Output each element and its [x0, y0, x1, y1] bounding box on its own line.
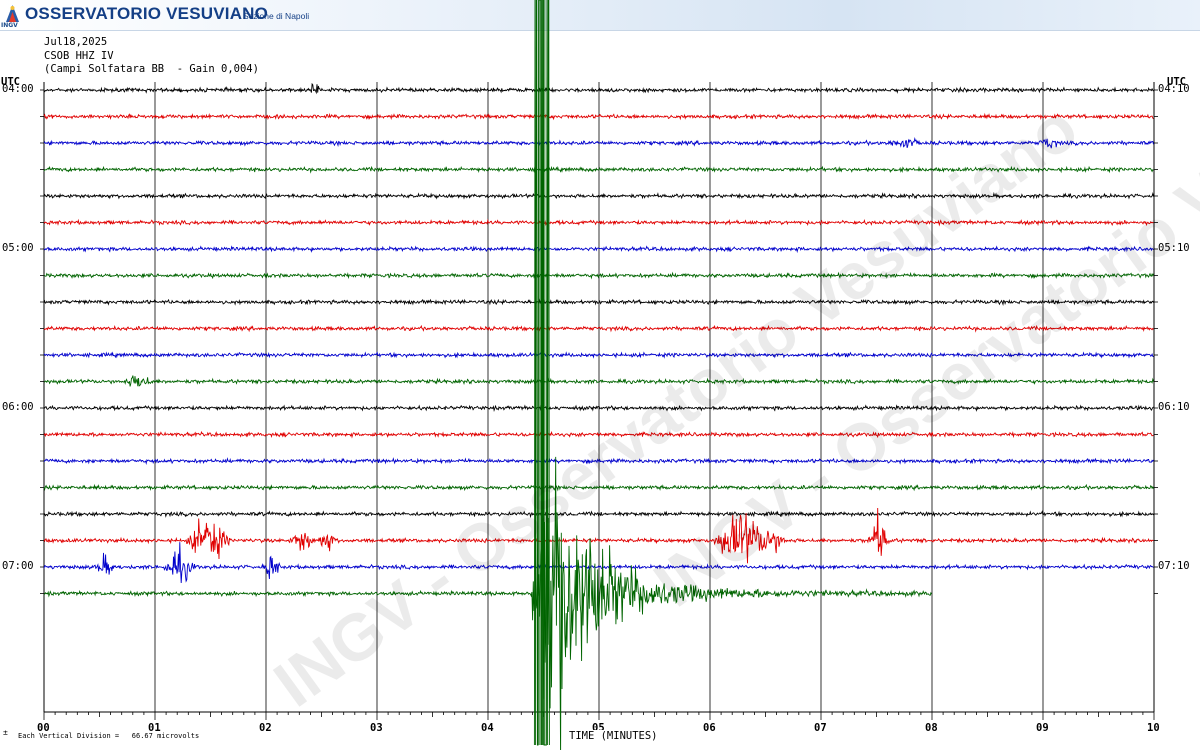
main-event-fill [538, 0, 546, 745]
x-axis-title: TIME (MINUTES) [568, 730, 659, 742]
seismic-trace [43, 298, 1154, 307]
hour-label-right: 04:10 [1158, 83, 1190, 95]
utc-label-right: UTC [1167, 76, 1186, 88]
seismic-trace [43, 245, 1154, 254]
hour-label-left: 04:00 [2, 83, 34, 95]
seismic-trace [43, 271, 1154, 280]
hour-label-right: 07:10 [1158, 560, 1190, 572]
header-bar: INGV OSSERVATORIO VESUVIANO Sezione di N… [0, 0, 1200, 31]
seismic-trace [43, 375, 1154, 387]
hour-label-left: 06:00 [2, 401, 34, 413]
seismic-trace [43, 404, 1154, 412]
corner-mark: ± [3, 728, 8, 737]
ingv-logo-icon [6, 5, 19, 22]
seismic-trace [43, 112, 1154, 121]
seismic-trace [43, 218, 1154, 227]
seismic-trace [43, 457, 1154, 466]
seismic-trace [43, 456, 932, 750]
recording-date: Jul18,2025 [44, 36, 108, 48]
seismic-trace [43, 136, 1154, 149]
hour-label-right: 05:10 [1158, 242, 1190, 254]
x-tick-label: 00 [37, 722, 50, 734]
x-tick-label: 10 [1147, 722, 1160, 734]
seismic-trace [43, 542, 1154, 584]
x-tick-label: 02 [259, 722, 272, 734]
hour-label-left: 05:00 [2, 242, 34, 254]
x-tick-label: 07 [814, 722, 827, 734]
x-tick-label: 06 [703, 722, 716, 734]
seismic-trace [43, 165, 1154, 174]
x-tick-label: 09 [1036, 722, 1049, 734]
seismic-trace [43, 191, 1154, 200]
seismic-trace [43, 507, 1154, 564]
x-tick-label: 01 [148, 722, 161, 734]
x-tick-label: 04 [481, 722, 494, 734]
seismic-trace [43, 430, 1154, 439]
utc-label-left: UTC [1, 76, 20, 88]
vertical-division-note: Each Vertical Division = 66.67 microvolt… [18, 732, 200, 740]
seismic-trace [43, 483, 1154, 492]
seismic-trace [43, 82, 1154, 95]
seismic-trace [43, 351, 1154, 359]
station-description: (Campi Solfatara BB - Gain 0,004) [44, 63, 259, 75]
x-tick-label: 08 [925, 722, 938, 734]
org-title: OSSERVATORIO VESUVIANO [25, 4, 269, 23]
logo-text: INGV [1, 22, 18, 29]
org-subtitle: Sezione di Napoli [243, 11, 310, 21]
station-code: CSOB HHZ IV [44, 50, 114, 62]
hour-label-right: 06:10 [1158, 401, 1190, 413]
seismic-trace [43, 510, 1154, 519]
x-tick-label: 03 [370, 722, 383, 734]
hour-label-left: 07:00 [2, 560, 34, 572]
seismic-trace [43, 324, 1154, 333]
